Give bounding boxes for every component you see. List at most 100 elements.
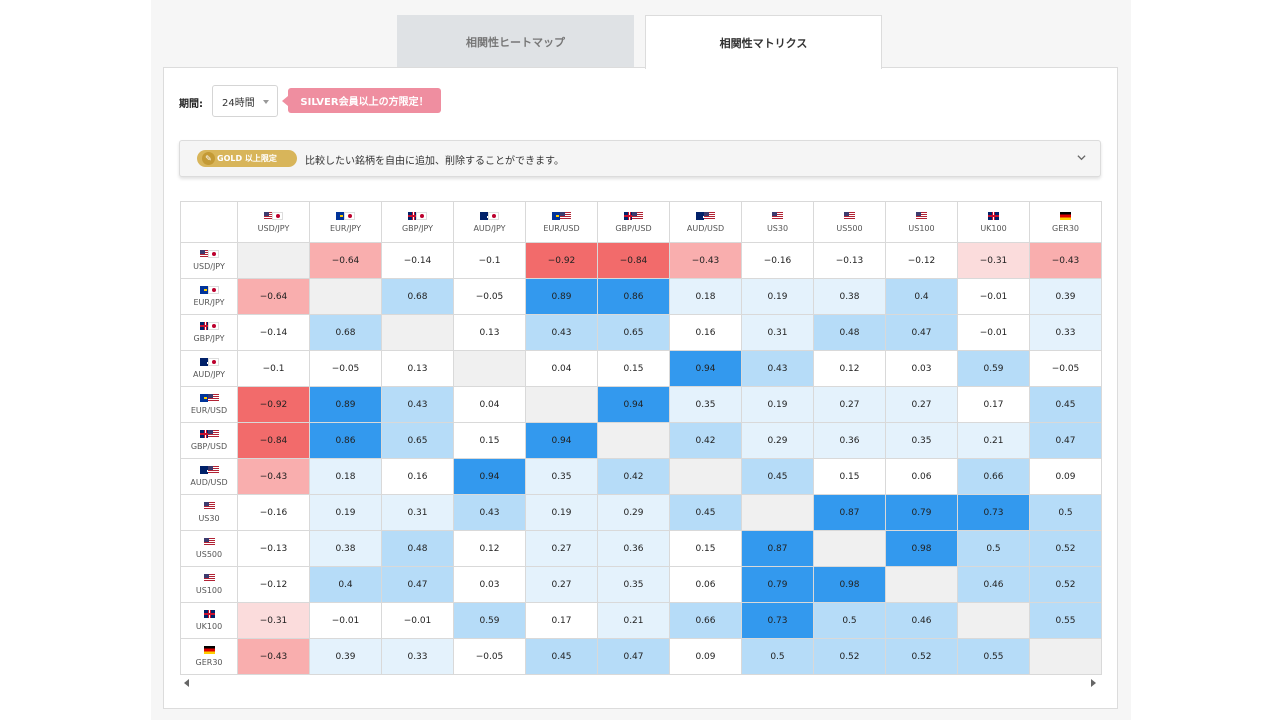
eu-flag-icon — [552, 211, 563, 220]
row-header-us100: US100 — [180, 566, 238, 603]
chevron-down-icon[interactable] — [1077, 153, 1086, 162]
correlation-cell: 0.04 — [525, 350, 598, 387]
correlation-cell: 0.27 — [885, 386, 958, 423]
correlation-cell: −0.92 — [237, 386, 310, 423]
diagonal-cell — [309, 278, 382, 315]
symbol-label: US100 — [908, 223, 935, 233]
gb-flag-icon — [199, 322, 211, 330]
column-header-usd-jpy: USD/JPY — [237, 201, 310, 243]
correlation-cell: 0.19 — [741, 278, 814, 315]
gb-flag-icon — [203, 610, 215, 618]
diagonal-cell — [741, 494, 814, 531]
correlation-cell: 0.19 — [525, 494, 598, 531]
row-header-usd-jpy: USD/JPY — [180, 242, 238, 279]
horizontal-scrollbar[interactable] — [180, 676, 1100, 690]
correlation-cell: 0.33 — [1029, 314, 1102, 351]
correlation-cell: 0.48 — [381, 530, 454, 567]
correlation-cell: 0.27 — [813, 386, 886, 423]
column-header-us500: US500 — [813, 201, 886, 243]
correlation-cell: 0.94 — [669, 350, 742, 387]
correlation-cell: 0.18 — [669, 278, 742, 315]
diagonal-cell — [525, 386, 598, 423]
correlation-cell: −0.31 — [237, 602, 310, 639]
correlation-cell: 0.87 — [813, 494, 886, 531]
correlation-cell: 0.4 — [309, 566, 382, 603]
correlation-cell: 0.27 — [525, 530, 598, 567]
correlation-cell: 0.79 — [885, 494, 958, 531]
correlation-cell: −0.05 — [453, 278, 526, 315]
row-header-us500: US500 — [180, 530, 238, 567]
jp-flag-icon — [272, 211, 283, 220]
symbol-label: USD/JPY — [193, 262, 225, 271]
correlation-cell: 0.19 — [309, 494, 382, 531]
correlation-cell: 0.94 — [525, 422, 598, 459]
flag-icon — [772, 211, 783, 221]
correlation-cell: 0.73 — [957, 494, 1030, 531]
correlation-cell: 0.38 — [813, 278, 886, 315]
us-flag-icon — [560, 211, 571, 220]
column-header-aud-jpy: AUD/JPY — [453, 201, 526, 243]
eu-flag-icon — [199, 394, 211, 402]
gold-feature-bar[interactable]: ✎ GOLD 以上限定 比較したい銘柄を自由に追加、削除することができます。 — [179, 140, 1101, 177]
correlation-cell: 0.45 — [525, 638, 598, 675]
us-flag-icon — [207, 466, 219, 474]
correlation-cell: 0.46 — [885, 602, 958, 639]
us-flag-icon — [704, 211, 715, 220]
jp-flag-icon — [344, 211, 355, 220]
scroll-right-icon[interactable] — [1091, 679, 1096, 687]
flag-icon — [199, 250, 219, 259]
correlation-cell: 0.46 — [957, 566, 1030, 603]
scroll-left-icon[interactable] — [184, 679, 189, 687]
correlation-cell: 0.45 — [1029, 386, 1102, 423]
correlation-cell: 0.35 — [525, 458, 598, 495]
feather-icon: ✎ — [202, 152, 215, 165]
jp-flag-icon — [416, 211, 427, 220]
correlation-cell: 0.19 — [741, 386, 814, 423]
correlation-cell: 0.47 — [1029, 422, 1102, 459]
correlation-cell: 0.55 — [1029, 602, 1102, 639]
correlation-cell: −0.14 — [381, 242, 454, 279]
symbol-label: USD/JPY — [257, 223, 290, 233]
column-header-uk100: UK100 — [957, 201, 1030, 243]
correlation-cell: −0.16 — [237, 494, 310, 531]
correlation-cell: 0.17 — [957, 386, 1030, 423]
correlation-cell: −0.1 — [453, 242, 526, 279]
us-flag-icon — [203, 502, 215, 510]
us-flag-icon — [772, 211, 783, 220]
table-row: AUD/USD −0.43 0.18 0.16 0.94 0.35 0.42 0.45 0.15… — [180, 458, 1102, 495]
corner-cell — [180, 201, 238, 243]
tab-heatmap[interactable]: 相関性ヒートマップ — [397, 15, 634, 68]
tab-matrix[interactable]: 相関性マトリクス — [645, 15, 882, 69]
correlation-cell: 0.5 — [741, 638, 814, 675]
flag-icon — [199, 322, 219, 331]
correlation-cell: 0.03 — [885, 350, 958, 387]
correlation-cell: −0.12 — [237, 566, 310, 603]
correlation-cell: 0.15 — [597, 350, 670, 387]
table-row: GBP/JPY −0.14 0.68 0.13 0.43 0.65 0.16 0.31 0.48… — [180, 314, 1102, 351]
table-row: GBP/USD −0.84 0.86 0.65 0.15 0.94 0.42 0.29 0.36… — [180, 422, 1102, 459]
column-header-eur-usd: EUR/USD — [525, 201, 598, 243]
us-flag-icon — [264, 211, 275, 220]
correlation-cell: 0.47 — [381, 566, 454, 603]
correlation-matrix: USD/JPY EUR/JPY GBP/JPY AUD/JPY EUR/USD GBP/U… — [180, 201, 1102, 675]
symbol-label: EUR/JPY — [193, 298, 225, 307]
correlation-cell: 0.36 — [597, 530, 670, 567]
flag-icon — [199, 394, 219, 403]
symbol-label: UK100 — [980, 223, 1007, 233]
correlation-cell: 0.87 — [741, 530, 814, 567]
column-header-us100: US100 — [885, 201, 958, 243]
correlation-cell: 0.12 — [813, 350, 886, 387]
period-value: 24時間 — [222, 97, 255, 109]
flag-icon — [408, 211, 427, 221]
symbol-label: US30 — [198, 514, 220, 523]
flag-icon — [203, 610, 215, 619]
correlation-cell: 0.38 — [309, 530, 382, 567]
flag-icon — [916, 211, 927, 221]
column-header-us30: US30 — [741, 201, 814, 243]
table-row: AUD/JPY −0.1 −0.05 0.13 0.04 0.15 0.94 0.43 0.12… — [180, 350, 1102, 387]
diagonal-cell — [669, 458, 742, 495]
us-flag-icon — [199, 250, 211, 258]
de-flag-icon — [203, 646, 215, 654]
period-select[interactable]: 24時間 — [212, 85, 278, 117]
correlation-cell: −0.43 — [669, 242, 742, 279]
